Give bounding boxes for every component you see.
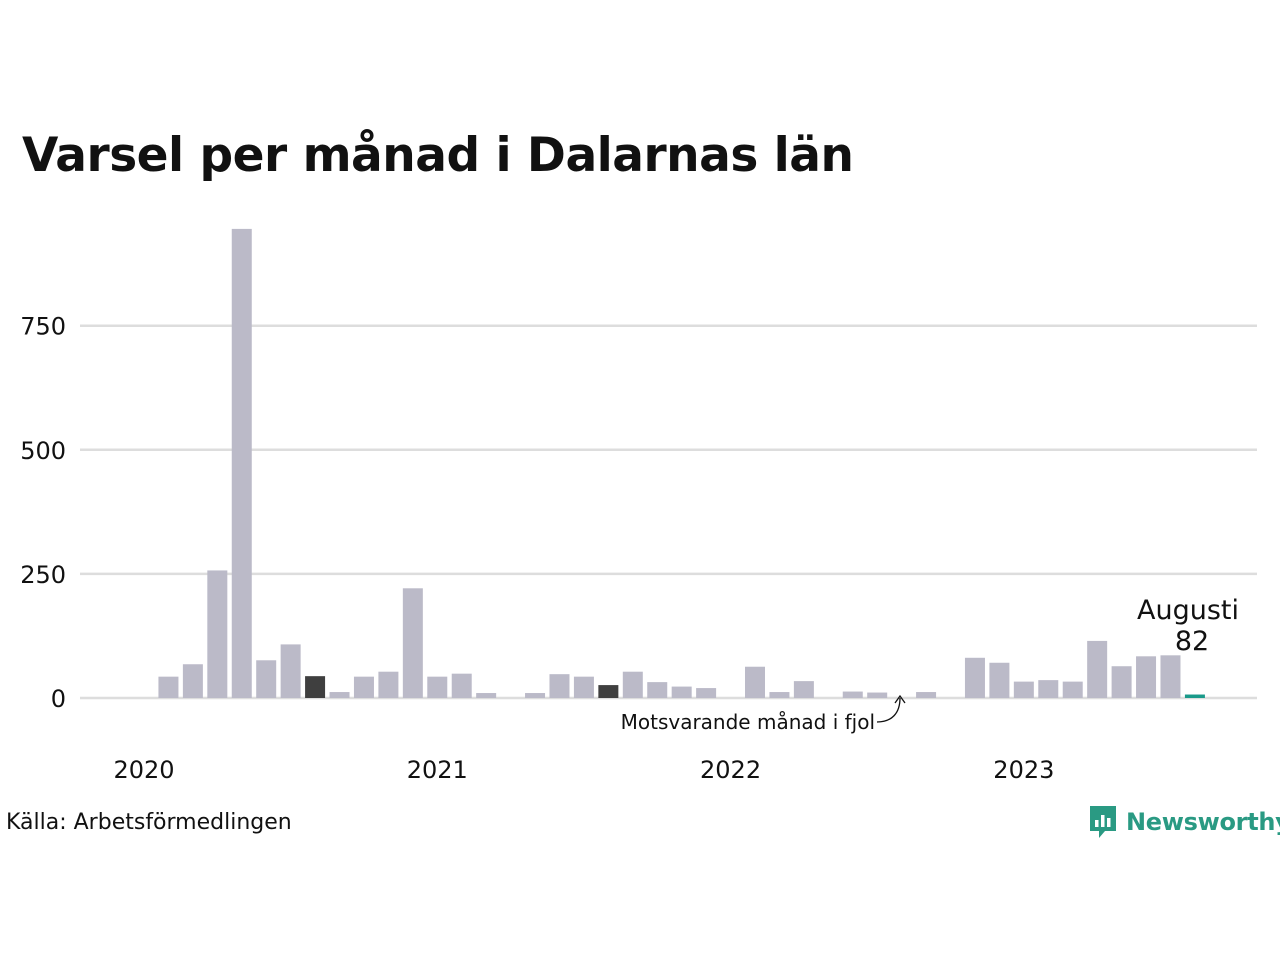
bar bbox=[989, 662, 1010, 698]
x-tick-label: 2021 bbox=[407, 756, 468, 784]
bar bbox=[671, 686, 692, 698]
current-month-value: 82 bbox=[1175, 626, 1209, 657]
bars bbox=[158, 228, 1205, 699]
bar-chart: 0 250 500 750 2020 2021 2022 2023 Augusti 82 M… bbox=[20, 228, 1257, 784]
bar bbox=[1136, 656, 1157, 698]
bar bbox=[622, 671, 643, 698]
x-tick-label: 2022 bbox=[700, 756, 761, 784]
bar-same-month-last-year bbox=[305, 676, 326, 698]
bar bbox=[647, 682, 668, 698]
y-tick-label: 250 bbox=[20, 561, 66, 589]
bar bbox=[231, 228, 252, 699]
bar bbox=[1111, 666, 1132, 698]
chart-title: Varsel per månad i Dalarnas län bbox=[22, 128, 854, 183]
bar bbox=[158, 676, 179, 698]
bar bbox=[549, 674, 570, 698]
bar bbox=[573, 676, 594, 698]
source-note: Källa: Arbetsförmedlingen bbox=[6, 810, 292, 835]
bar bbox=[280, 644, 301, 698]
bar bbox=[842, 691, 863, 698]
bar bbox=[182, 664, 203, 698]
bar bbox=[1087, 640, 1108, 698]
y-axis-ticks: 0 250 500 750 bbox=[20, 313, 66, 713]
newsworthy-logo-icon bbox=[1090, 806, 1116, 838]
bar bbox=[916, 692, 937, 698]
bar bbox=[1038, 680, 1059, 698]
bar bbox=[1013, 681, 1034, 698]
newsworthy-logo-text: Newsworthy bbox=[1126, 808, 1280, 836]
gridlines bbox=[80, 324, 1257, 700]
current-month-label: Augusti bbox=[1137, 595, 1239, 626]
x-tick-label: 2020 bbox=[113, 756, 174, 784]
bar bbox=[451, 673, 472, 698]
annotation-arrowhead bbox=[894, 694, 906, 704]
annotations: Augusti 82 Motsvarande månad i fjol bbox=[621, 595, 1239, 734]
bar bbox=[745, 666, 765, 698]
bar bbox=[476, 693, 497, 698]
y-tick-label: 750 bbox=[20, 313, 66, 341]
bar bbox=[793, 681, 814, 698]
bar-same-month-last-year bbox=[598, 685, 619, 698]
bar bbox=[329, 692, 350, 698]
bar bbox=[1160, 655, 1181, 698]
bar bbox=[256, 660, 277, 698]
bar bbox=[353, 676, 374, 698]
bar bbox=[427, 676, 448, 698]
same-month-last-year-label: Motsvarande månad i fjol bbox=[621, 710, 875, 734]
y-tick-label: 0 bbox=[51, 685, 66, 713]
newsworthy-logo: Newsworthy bbox=[1088, 803, 1280, 841]
y-tick-label: 500 bbox=[20, 437, 66, 465]
bar bbox=[867, 692, 888, 698]
bar bbox=[378, 671, 399, 698]
x-tick-label: 2023 bbox=[993, 756, 1054, 784]
bar-current-month bbox=[1184, 694, 1205, 698]
bar bbox=[525, 693, 546, 698]
bar bbox=[402, 588, 423, 698]
bar bbox=[696, 688, 717, 698]
x-axis-ticks: 2020 2021 2022 2023 bbox=[113, 756, 1054, 784]
annotation-arrow bbox=[876, 697, 901, 723]
bar bbox=[964, 657, 985, 698]
bar bbox=[769, 692, 790, 698]
bar bbox=[1062, 681, 1083, 698]
bar bbox=[207, 570, 228, 698]
